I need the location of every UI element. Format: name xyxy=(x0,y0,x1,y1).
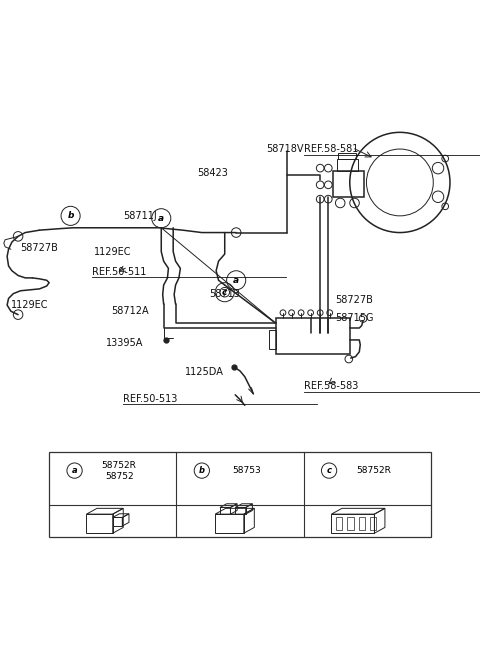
Bar xyxy=(359,518,365,530)
Text: 58715G: 58715G xyxy=(336,312,374,323)
Text: REF.58-583: REF.58-583 xyxy=(304,381,359,391)
Bar xyxy=(333,171,364,197)
Bar xyxy=(336,518,342,530)
Text: c: c xyxy=(222,288,228,297)
Text: 58752R
58752: 58752R 58752 xyxy=(102,461,136,481)
Text: 58423: 58423 xyxy=(197,168,228,178)
Text: 58713: 58713 xyxy=(209,289,240,298)
Text: REF.58-581: REF.58-581 xyxy=(304,144,359,154)
Text: 58718V: 58718V xyxy=(266,144,304,154)
Bar xyxy=(370,518,376,530)
Bar xyxy=(276,318,350,354)
Text: 58712A: 58712A xyxy=(111,306,149,316)
Text: 13395A: 13395A xyxy=(107,338,144,348)
Text: 58753: 58753 xyxy=(232,466,261,475)
Text: b: b xyxy=(199,466,205,475)
Text: b: b xyxy=(67,211,74,220)
Bar xyxy=(49,452,431,537)
Text: a: a xyxy=(72,466,77,475)
Text: 1125DA: 1125DA xyxy=(185,367,224,377)
Text: 1129EC: 1129EC xyxy=(11,300,48,310)
Text: 1129EC: 1129EC xyxy=(95,247,132,256)
Bar xyxy=(348,518,354,530)
Text: c: c xyxy=(326,466,332,475)
Bar xyxy=(337,159,359,171)
Bar xyxy=(338,153,357,159)
Text: 58711J: 58711J xyxy=(123,211,157,221)
Text: 58727B: 58727B xyxy=(21,243,59,253)
Text: 58727B: 58727B xyxy=(336,295,373,305)
Text: REF.50-511: REF.50-511 xyxy=(92,267,146,277)
Text: a: a xyxy=(158,214,164,223)
Text: REF.50-513: REF.50-513 xyxy=(123,394,178,403)
Bar xyxy=(269,331,276,350)
Text: 58752R: 58752R xyxy=(356,466,391,475)
Text: a: a xyxy=(233,276,239,285)
